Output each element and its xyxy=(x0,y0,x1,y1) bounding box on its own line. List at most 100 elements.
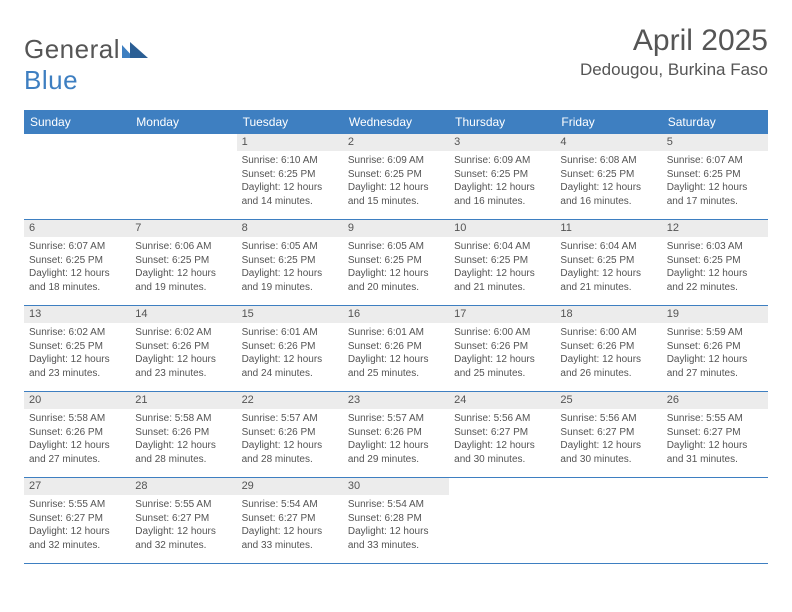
daylight-line: Daylight: 12 hours and 19 minutes. xyxy=(242,267,338,294)
daylight-line: Daylight: 12 hours and 28 minutes. xyxy=(242,439,338,466)
day-body: Sunrise: 5:58 AMSunset: 6:26 PMDaylight:… xyxy=(130,409,236,472)
day-body: Sunrise: 5:57 AMSunset: 6:26 PMDaylight:… xyxy=(343,409,449,472)
sunset-line: Sunset: 6:26 PM xyxy=(667,340,763,354)
sunset-line: Sunset: 6:25 PM xyxy=(29,340,125,354)
calendar-cell: 14Sunrise: 6:02 AMSunset: 6:26 PMDayligh… xyxy=(130,306,236,392)
dow-header: Monday xyxy=(130,111,236,134)
day-body: Sunrise: 6:02 AMSunset: 6:26 PMDaylight:… xyxy=(130,323,236,386)
day-body: Sunrise: 6:01 AMSunset: 6:26 PMDaylight:… xyxy=(237,323,343,386)
day-body: Sunrise: 5:57 AMSunset: 6:26 PMDaylight:… xyxy=(237,409,343,472)
sunrise-line: Sunrise: 5:54 AM xyxy=(348,498,444,512)
sunrise-line: Sunrise: 6:04 AM xyxy=(560,240,656,254)
calendar-cell: 27Sunrise: 5:55 AMSunset: 6:27 PMDayligh… xyxy=(24,478,130,564)
calendar-cell: 3Sunrise: 6:09 AMSunset: 6:25 PMDaylight… xyxy=(449,134,555,220)
daylight-line: Daylight: 12 hours and 26 minutes. xyxy=(560,353,656,380)
day-body: Sunrise: 6:06 AMSunset: 6:25 PMDaylight:… xyxy=(130,237,236,300)
daylight-line: Daylight: 12 hours and 32 minutes. xyxy=(135,525,231,552)
calendar-cell: 4Sunrise: 6:08 AMSunset: 6:25 PMDaylight… xyxy=(555,134,661,220)
day-number: 24 xyxy=(449,392,555,409)
brand-word-1: General xyxy=(24,34,120,64)
daylight-line: Daylight: 12 hours and 17 minutes. xyxy=(667,181,763,208)
sunrise-line: Sunrise: 6:01 AM xyxy=(242,326,338,340)
sunrise-line: Sunrise: 6:01 AM xyxy=(348,326,444,340)
sunrise-line: Sunrise: 6:07 AM xyxy=(29,240,125,254)
calendar-cell: 13Sunrise: 6:02 AMSunset: 6:25 PMDayligh… xyxy=(24,306,130,392)
sunset-line: Sunset: 6:26 PM xyxy=(348,340,444,354)
brand-logo: GeneralBlue xyxy=(24,28,148,96)
day-number: 29 xyxy=(237,478,343,495)
daylight-line: Daylight: 12 hours and 31 minutes. xyxy=(667,439,763,466)
sunset-line: Sunset: 6:25 PM xyxy=(348,168,444,182)
day-body: Sunrise: 6:04 AMSunset: 6:25 PMDaylight:… xyxy=(449,237,555,300)
day-number: 18 xyxy=(555,306,661,323)
sunset-line: Sunset: 6:27 PM xyxy=(667,426,763,440)
sunset-line: Sunset: 6:26 PM xyxy=(29,426,125,440)
daylight-line: Daylight: 12 hours and 21 minutes. xyxy=(560,267,656,294)
sunset-line: Sunset: 6:26 PM xyxy=(560,340,656,354)
sunrise-line: Sunrise: 5:57 AM xyxy=(242,412,338,426)
calendar-cell: 20Sunrise: 5:58 AMSunset: 6:26 PMDayligh… xyxy=(24,392,130,478)
calendar-cell: 22Sunrise: 5:57 AMSunset: 6:26 PMDayligh… xyxy=(237,392,343,478)
sunset-line: Sunset: 6:27 PM xyxy=(242,512,338,526)
day-number: 12 xyxy=(662,220,768,237)
day-number: 11 xyxy=(555,220,661,237)
calendar-cell: . xyxy=(449,478,555,564)
calendar-cell: . xyxy=(662,478,768,564)
sunset-line: Sunset: 6:28 PM xyxy=(348,512,444,526)
day-number: 17 xyxy=(449,306,555,323)
calendar-cell: 23Sunrise: 5:57 AMSunset: 6:26 PMDayligh… xyxy=(343,392,449,478)
title-block: April 2025 Dedougou, Burkina Faso xyxy=(580,24,768,80)
dow-header: Friday xyxy=(555,111,661,134)
calendar-cell: 18Sunrise: 6:00 AMSunset: 6:26 PMDayligh… xyxy=(555,306,661,392)
daylight-line: Daylight: 12 hours and 27 minutes. xyxy=(667,353,763,380)
day-number: 7 xyxy=(130,220,236,237)
day-number: 27 xyxy=(24,478,130,495)
dow-header: Saturday xyxy=(662,111,768,134)
day-number: 30 xyxy=(343,478,449,495)
daylight-line: Daylight: 12 hours and 16 minutes. xyxy=(454,181,550,208)
sunrise-line: Sunrise: 5:56 AM xyxy=(560,412,656,426)
sunset-line: Sunset: 6:26 PM xyxy=(135,340,231,354)
day-body: Sunrise: 5:54 AMSunset: 6:28 PMDaylight:… xyxy=(343,495,449,558)
daylight-line: Daylight: 12 hours and 24 minutes. xyxy=(242,353,338,380)
day-body: Sunrise: 6:05 AMSunset: 6:25 PMDaylight:… xyxy=(343,237,449,300)
day-body: Sunrise: 6:09 AMSunset: 6:25 PMDaylight:… xyxy=(343,151,449,214)
calendar-cell: 1Sunrise: 6:10 AMSunset: 6:25 PMDaylight… xyxy=(237,134,343,220)
sunset-line: Sunset: 6:25 PM xyxy=(454,168,550,182)
day-number: 25 xyxy=(555,392,661,409)
daylight-line: Daylight: 12 hours and 19 minutes. xyxy=(135,267,231,294)
calendar-cell: 12Sunrise: 6:03 AMSunset: 6:25 PMDayligh… xyxy=(662,220,768,306)
sunrise-line: Sunrise: 6:02 AM xyxy=(29,326,125,340)
calendar-cell: 2Sunrise: 6:09 AMSunset: 6:25 PMDaylight… xyxy=(343,134,449,220)
sunrise-line: Sunrise: 5:57 AM xyxy=(348,412,444,426)
day-number: 19 xyxy=(662,306,768,323)
daylight-line: Daylight: 12 hours and 25 minutes. xyxy=(348,353,444,380)
month-title: April 2025 xyxy=(580,24,768,58)
calendar-cell: 11Sunrise: 6:04 AMSunset: 6:25 PMDayligh… xyxy=(555,220,661,306)
day-number: 6 xyxy=(24,220,130,237)
sunrise-line: Sunrise: 5:59 AM xyxy=(667,326,763,340)
daylight-line: Daylight: 12 hours and 18 minutes. xyxy=(29,267,125,294)
day-body: Sunrise: 6:04 AMSunset: 6:25 PMDaylight:… xyxy=(555,237,661,300)
sunset-line: Sunset: 6:25 PM xyxy=(242,168,338,182)
daylight-line: Daylight: 12 hours and 16 minutes. xyxy=(560,181,656,208)
daylight-line: Daylight: 12 hours and 33 minutes. xyxy=(242,525,338,552)
day-number: 3 xyxy=(449,134,555,151)
calendar-cell: 21Sunrise: 5:58 AMSunset: 6:26 PMDayligh… xyxy=(130,392,236,478)
sunrise-line: Sunrise: 6:00 AM xyxy=(454,326,550,340)
brand-word-2: Blue xyxy=(24,65,78,95)
calendar-cell: 29Sunrise: 5:54 AMSunset: 6:27 PMDayligh… xyxy=(237,478,343,564)
day-number: 4 xyxy=(555,134,661,151)
sunset-line: Sunset: 6:25 PM xyxy=(560,168,656,182)
calendar-cell: 5Sunrise: 6:07 AMSunset: 6:25 PMDaylight… xyxy=(662,134,768,220)
day-number: 28 xyxy=(130,478,236,495)
calendar-cell: . xyxy=(555,478,661,564)
day-body: Sunrise: 6:09 AMSunset: 6:25 PMDaylight:… xyxy=(449,151,555,214)
day-body: Sunrise: 6:00 AMSunset: 6:26 PMDaylight:… xyxy=(449,323,555,386)
daylight-line: Daylight: 12 hours and 32 minutes. xyxy=(29,525,125,552)
sunrise-line: Sunrise: 6:09 AM xyxy=(454,154,550,168)
day-number: 22 xyxy=(237,392,343,409)
location-subtitle: Dedougou, Burkina Faso xyxy=(580,60,768,80)
sunset-line: Sunset: 6:26 PM xyxy=(348,426,444,440)
day-body: Sunrise: 6:01 AMSunset: 6:26 PMDaylight:… xyxy=(343,323,449,386)
